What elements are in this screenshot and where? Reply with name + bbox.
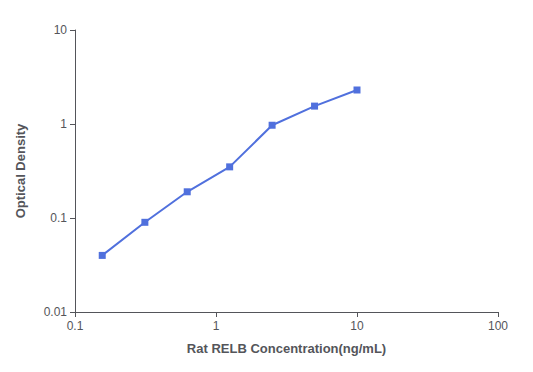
svg-text:1: 1 [213, 319, 220, 333]
svg-text:0.1: 0.1 [67, 319, 84, 333]
svg-text:0.01: 0.01 [44, 305, 68, 319]
svg-text:10: 10 [54, 23, 68, 37]
svg-text:1: 1 [60, 117, 67, 131]
svg-text:Rat RELB Concentration(ng/mL): Rat RELB Concentration(ng/mL) [187, 341, 386, 356]
svg-text:Optical Density: Optical Density [13, 123, 28, 218]
svg-text:10: 10 [350, 319, 364, 333]
svg-text:100: 100 [488, 319, 508, 333]
svg-text:0.1: 0.1 [50, 211, 67, 225]
